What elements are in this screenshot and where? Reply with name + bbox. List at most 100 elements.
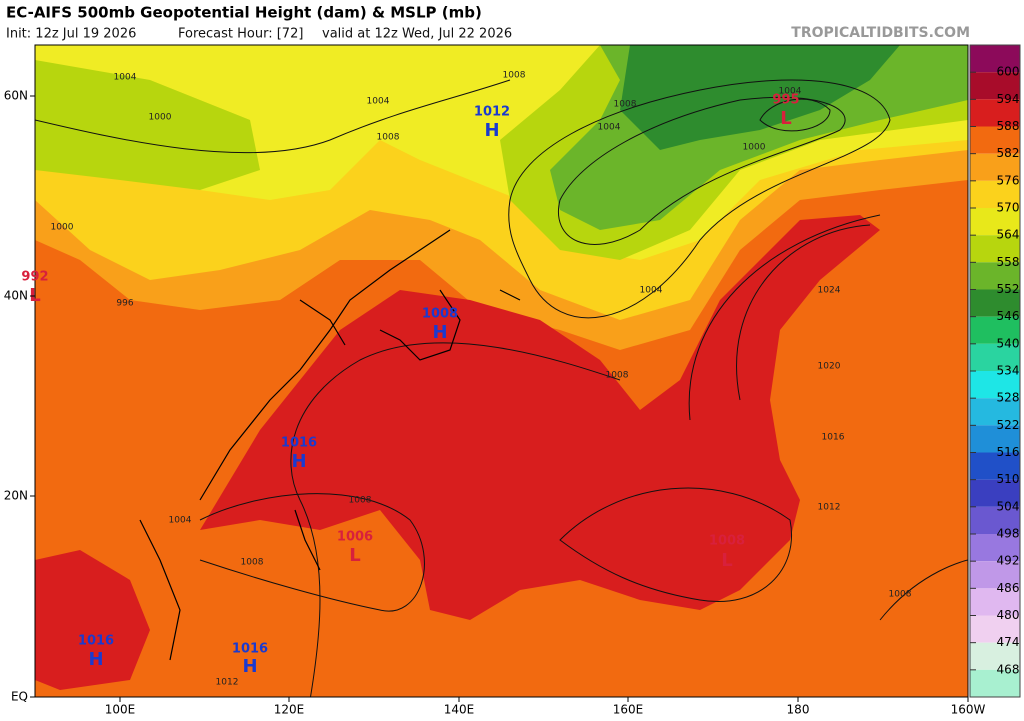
- center-type: H: [484, 120, 499, 141]
- colorbar-bin: [970, 506, 1020, 534]
- lon-label: 160W: [951, 703, 986, 717]
- center-value: 1008: [422, 307, 458, 322]
- colorbar-bin: [970, 534, 1020, 562]
- lon-label: 160E: [613, 703, 644, 717]
- isobar-label: 1004: [169, 516, 192, 526]
- colorbar-label: 576: [997, 173, 1020, 187]
- map: 1012 H 995 L 992 L 1008 H 1016 H 1006 L …: [4, 44, 986, 717]
- lat-label: EQ: [11, 690, 28, 704]
- colorbar-bin: [970, 126, 1020, 154]
- colorbar-bin: [970, 153, 1020, 181]
- colorbar: 600 594 588 582 576 570 564 558 552 546 540 534 528 5…: [969, 44, 1021, 698]
- colorbar-bin: [970, 289, 1020, 317]
- center-value: 1008: [709, 534, 745, 549]
- axes: 60N 40N 20N EQ 100E 120E 140E 160E 180 160W: [4, 89, 986, 717]
- colorbar-label: 588: [997, 119, 1020, 133]
- isobar-label: 1008: [614, 100, 637, 110]
- center-value: 1012: [474, 105, 510, 120]
- isobar-label: 1000: [743, 143, 766, 153]
- center-value: 1016: [281, 436, 317, 451]
- colorbar-label: 498: [997, 527, 1020, 541]
- pressure-centers: 1012 H 995 L 992 L 1008 H 1016 H 1006 L …: [21, 93, 799, 678]
- center-type: L: [780, 108, 791, 129]
- title: EC-AIFS 500mb Geopotential Height (dam) …: [6, 4, 482, 22]
- colorbar-label: 570: [997, 201, 1020, 215]
- colorbar-label: 528: [997, 391, 1020, 405]
- isobar-label: 1016: [822, 433, 845, 443]
- colorbar-bin: [970, 371, 1020, 399]
- center-value: 1016: [232, 642, 268, 657]
- isobar-label: 1008: [503, 71, 526, 81]
- center-type: H: [242, 656, 257, 677]
- colorbar-label: 510: [997, 472, 1020, 486]
- center-value: 992: [21, 270, 48, 285]
- lat-label: 60N: [4, 89, 28, 103]
- colorbar-bin: [970, 45, 1020, 73]
- colorbar-bin: [970, 180, 1020, 208]
- colorbar-label: 582: [997, 146, 1020, 160]
- lon-label: 140E: [444, 703, 475, 717]
- watermark: TROPICALTIDBITS.COM: [791, 25, 970, 41]
- colorbar-label: 540: [997, 336, 1020, 350]
- isobar-label: 1012: [216, 678, 239, 688]
- colorbar-label: 504: [997, 499, 1020, 513]
- colorbar-bin: [970, 479, 1020, 507]
- colorbar-bin: [970, 208, 1020, 236]
- isobar-label: 1008: [241, 558, 264, 568]
- colorbar-bin: [970, 615, 1020, 643]
- isobar-label: 1004: [114, 73, 137, 83]
- forecast-hour: Forecast Hour: [72]: [178, 27, 303, 42]
- colorbar-label: 594: [997, 92, 1020, 106]
- isobar-label: 1004: [640, 286, 663, 296]
- colorbar-bin: [970, 316, 1020, 344]
- lon-label: 100E: [105, 703, 136, 717]
- isobar-label: 996: [116, 299, 133, 309]
- isobar-label: 1020: [818, 362, 841, 372]
- colorbar-bin: [970, 452, 1020, 480]
- colorbar-label: 534: [997, 364, 1020, 378]
- center-value: 995: [772, 93, 799, 108]
- lon-label: 120E: [274, 703, 305, 717]
- center-type: H: [88, 649, 103, 670]
- isobar-label: 1008: [377, 133, 400, 143]
- isobar-label: 1004: [367, 97, 390, 107]
- colorbar-bin: [970, 235, 1020, 263]
- colorbar-label: 564: [997, 228, 1020, 242]
- colorbar-label: 516: [997, 445, 1020, 459]
- colorbar-label: 600: [997, 65, 1020, 79]
- isobar-label: 1008: [606, 371, 629, 381]
- center-value: 1006: [337, 530, 373, 545]
- isobar-label: 1012: [818, 503, 841, 513]
- colorbar-bin: [970, 72, 1020, 100]
- colorbar-bin: [970, 642, 1020, 670]
- isobar-label: 1008: [349, 496, 372, 506]
- isobar-label: 1000: [51, 223, 74, 233]
- isobar-labels: 1004 1000 1004 1008 1008 1004 1004 1000 1004 1024…: [51, 71, 912, 688]
- colorbar-bin: [970, 561, 1020, 589]
- colorbar-label: 558: [997, 255, 1020, 269]
- colorbar-label: 486: [997, 581, 1020, 595]
- lat-label: 20N: [4, 489, 28, 503]
- isobar-label: 1024: [818, 286, 841, 296]
- init: Init: 12z Jul 19 2026: [6, 27, 136, 42]
- colorbar-bin: [970, 343, 1020, 371]
- colorbar-label: 522: [997, 418, 1020, 432]
- isobar-label: 1008: [889, 590, 912, 600]
- isobar-label: 1004: [598, 123, 621, 133]
- colorbar-bin: [970, 398, 1020, 426]
- colorbar-label: 480: [997, 608, 1020, 622]
- center-type: L: [721, 550, 732, 571]
- colorbar-bin: [970, 425, 1020, 453]
- colorbar-label: 492: [997, 554, 1020, 568]
- colorbar-label: 546: [997, 309, 1020, 323]
- valid-time: valid at 12z Wed, Jul 22 2026: [322, 27, 512, 42]
- colorbar-bin: [970, 588, 1020, 616]
- lon-label: 180: [787, 703, 810, 717]
- lat-label: 40N: [4, 289, 28, 303]
- center-type: H: [291, 451, 306, 472]
- center-type: H: [432, 322, 447, 343]
- colorbar-bin: [970, 262, 1020, 290]
- isobar-label: 1004: [779, 87, 802, 97]
- center-type: L: [349, 545, 360, 566]
